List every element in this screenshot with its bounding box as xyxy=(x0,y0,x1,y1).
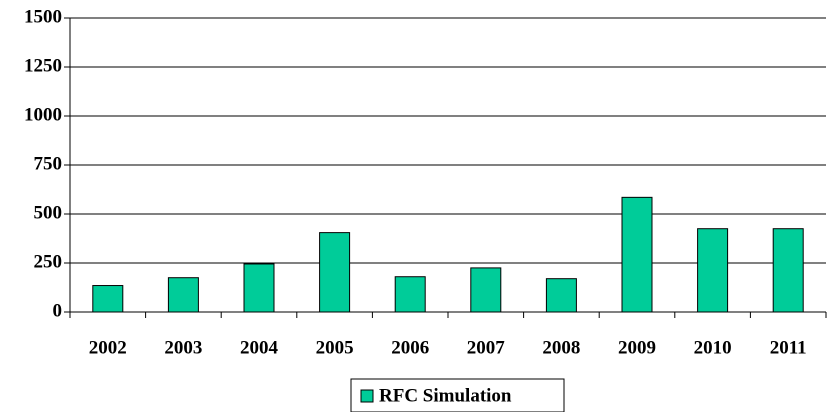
y-tick-label: 750 xyxy=(34,153,63,174)
bar xyxy=(394,276,426,313)
x-tick-label: 2002 xyxy=(89,337,127,358)
x-tick-label: 2004 xyxy=(240,337,279,358)
bar xyxy=(167,277,199,313)
legend-box xyxy=(350,378,565,412)
x-tick-label: 2010 xyxy=(694,337,732,358)
bar xyxy=(319,232,351,313)
bar xyxy=(772,228,804,313)
legend-swatch xyxy=(360,389,374,403)
y-tick-label: 500 xyxy=(34,202,63,223)
x-tick-label: 2011 xyxy=(770,337,807,358)
x-tick-label: 2005 xyxy=(316,337,354,358)
bar xyxy=(243,263,275,313)
x-tick-label: 2008 xyxy=(542,337,580,358)
bar xyxy=(697,228,729,313)
bar xyxy=(621,196,653,313)
y-tick-label: 1000 xyxy=(24,104,62,125)
bar xyxy=(545,278,577,313)
bar xyxy=(470,267,502,313)
bar xyxy=(92,285,124,313)
x-tick-label: 2003 xyxy=(164,337,202,358)
x-tick-label: 2007 xyxy=(467,337,506,358)
y-tick-label: 0 xyxy=(53,300,63,321)
x-tick-label: 2006 xyxy=(391,337,429,358)
y-tick-label: 1250 xyxy=(24,55,62,76)
x-tick-label: 2009 xyxy=(618,337,656,358)
y-tick-label: 250 xyxy=(34,251,63,272)
legend-label: RFC Simulation xyxy=(379,385,512,406)
y-tick-label: 1500 xyxy=(24,6,62,27)
